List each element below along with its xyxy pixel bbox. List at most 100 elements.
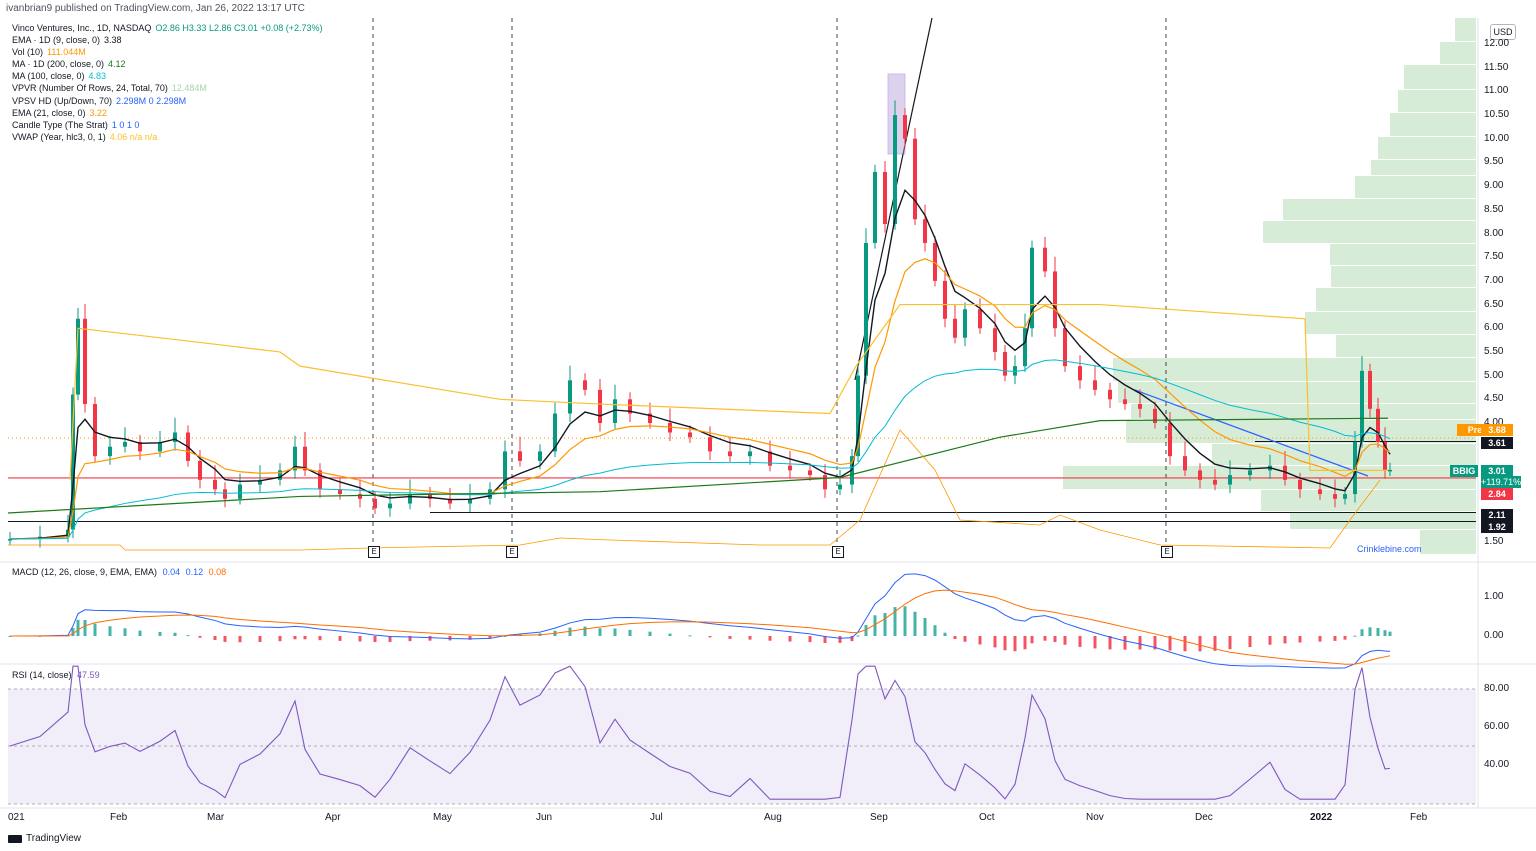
macd-histogram-bar [648,631,652,636]
legend-row[interactable]: VPSV HD (Up/Down, 70) 2.298M 0 2.298M [12,95,323,107]
legend-row[interactable]: VWAP (Year, hlc3, 0, 1) 4.06 n/a n/a [12,131,323,143]
macd-histogram-bar [1268,636,1272,645]
macd-histogram-bar [1376,628,1380,636]
candle-body [518,451,522,461]
time-tick-label: Jun [536,812,553,823]
level-192-tag: 1.92 [1481,521,1513,533]
macd-histogram-bar [1343,636,1347,640]
volume-profile-bar [1420,530,1476,554]
candle-body [933,242,937,281]
macd-histogram-bar [1043,636,1047,641]
price-tick-label: 5.00 [1484,369,1504,381]
candle-body [448,498,452,504]
change-tag: +119.71% [1481,476,1522,488]
macd-histogram-bar [873,615,877,636]
legend-row[interactable]: VPVR (Number Of Rows, 24, Total, 70) 12.4… [12,82,323,94]
price-tick-label: 4.00 [1484,417,1504,428]
legend-row[interactable]: MA · 1D (200, close, 0) 4.12 [12,58,323,70]
volume-profile-bar [1261,490,1476,511]
macd-histogram-bar [933,625,937,636]
candle-body [1368,370,1372,409]
macd-histogram-bar [708,636,712,638]
macd-histogram-bar [923,618,927,636]
ema21-line [9,258,1391,540]
time-tick-label: Feb [1410,812,1428,823]
legend-row[interactable]: EMA (21, close, 0) 3.22 [12,107,323,119]
price-tick-label: 5.50 [1484,345,1504,357]
rsi-tick-label: 80.00 [1484,683,1510,694]
macd-histogram-bar [1198,636,1202,652]
macd-histogram-bar [1298,636,1302,643]
legend-value: 2.298M 0 2.298M [116,95,187,106]
candle-body [238,484,242,499]
candle-body [808,470,812,476]
candle-body [728,451,732,457]
candle-body [1153,408,1157,423]
candle-body [358,494,362,499]
legend-row[interactable]: Vinco Ventures, Inc., 1D, NASDAQ O2.86 H3… [12,22,323,34]
candle-body [1198,470,1202,480]
volume-profile-bar [1118,382,1476,403]
macd-histogram-bar [8,636,12,637]
price-tick-label: 8.00 [1484,227,1504,239]
earnings-marker[interactable]: E [832,546,844,558]
price-tick-label: 6.00 [1484,322,1504,334]
macd-histogram-bar [1213,636,1217,651]
price-tick-label: 9.00 [1484,180,1504,192]
macd-histogram-bar [408,636,412,642]
legend-value: 4.83 [88,71,107,82]
candle-body [1063,328,1067,367]
time-tick-label: Nov [1086,812,1104,823]
candle-body [278,470,282,480]
macd-histogram-bar [1123,636,1127,650]
candle-body [823,475,827,490]
legend-row[interactable]: MA (100, close, 0) 4.83 [12,70,323,82]
volume-profile-bar [1390,113,1476,136]
time-tick-label: May [433,812,452,823]
macd-histogram-bar [1013,636,1017,652]
currency-button[interactable]: USD [1490,24,1516,40]
earnings-marker[interactable]: E [1161,546,1173,558]
candle-body [838,484,842,490]
volume-profile-bar [1378,137,1476,159]
candle-body [93,404,97,457]
volume-profile-bar [1290,512,1476,529]
candle-body [953,318,957,338]
candle-body [993,328,997,352]
candle-body [903,115,907,139]
candle-body [1360,370,1364,442]
candle-body [223,489,227,499]
candle-body [173,432,177,442]
macd-histogram-bar [293,636,297,640]
macd-histogram-bar [1138,636,1142,650]
candle-body [1333,494,1337,499]
candle-body [856,375,860,457]
level-361-tag: 3.61 [1481,437,1513,449]
candle-body [768,451,772,466]
volume-profile-bar [1212,444,1476,465]
tradingview-logo[interactable]: TradingView [8,833,81,844]
macd-histogram-bar [963,636,967,642]
rsi-tick-label: 40.00 [1484,759,1510,770]
legend-row[interactable]: Vol (10) 111.044M [12,46,323,58]
earnings-marker[interactable]: E [506,546,518,558]
candle-body [338,489,342,495]
candle-body [1078,366,1082,381]
legend-value: O2.86 H3.33 L2.86 C3.01 +0.08 (+2.73%) [155,23,323,33]
candle-body [1093,380,1097,390]
candle-body [1213,479,1217,485]
volume-profile-bar [1263,221,1476,243]
time-tick-label: Jul [650,812,663,823]
legend-label: VWAP (Year, hlc3, 0, 1) [12,131,106,142]
candle-body [1138,404,1142,409]
candle-body [1053,271,1057,329]
legend-row[interactable]: Candle Type (The Strat) 1 0 1 0 [12,119,323,131]
macd-histogram-bar [1228,636,1232,650]
legend-row[interactable]: EMA · 1D (9, close, 0) 3.38 [12,34,323,46]
candle-body [258,479,262,485]
close-price-tag: 3.01 [1481,465,1513,477]
macd-histogram-bar [1183,636,1187,652]
earnings-marker[interactable]: E [368,546,380,558]
ma100-line [9,359,1391,540]
